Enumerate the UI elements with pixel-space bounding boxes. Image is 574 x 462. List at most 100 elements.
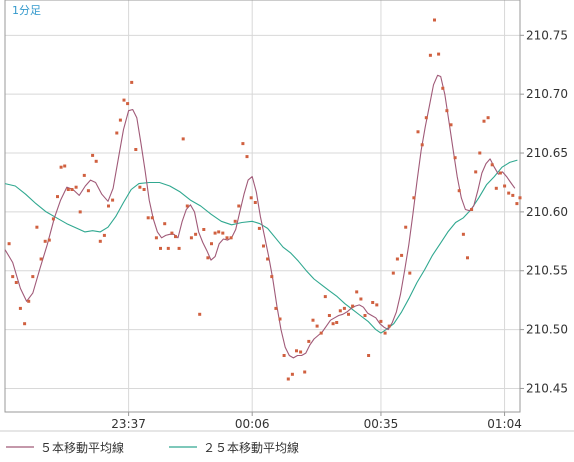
price-point [262,244,265,248]
price-point [177,246,181,250]
x-tick-label: 00:35 [364,417,399,431]
data-points [7,18,522,381]
price-point [166,246,170,250]
price-point [18,306,22,310]
price-point [210,242,213,246]
price-point [47,238,51,242]
price-point [70,188,74,191]
price-point [486,116,490,120]
price-point [213,231,217,235]
legend-label-ma5: ５本移動平均線 [40,440,124,455]
y-tick-label: 210.45 [526,381,568,395]
price-point [130,80,134,84]
price-point [274,306,278,310]
y-axis-ticks: 210.45 210.50 210.55 210.60 210.65 210.70 210.… [520,28,568,395]
plot-frame [4,0,521,413]
price-point [359,297,363,301]
price-point [159,246,162,250]
price-point [78,210,82,214]
price-point [233,219,237,223]
price-point [35,225,39,229]
price-point [174,235,177,239]
series-layer [4,74,518,359]
price-point [518,196,522,200]
price-point [445,109,449,113]
price-point [395,257,399,261]
price-point [126,102,130,106]
price-point [66,188,70,191]
ma25-line [4,159,518,334]
chart-title: 1分足 [12,4,41,17]
price-point [278,317,282,321]
price-point [59,165,63,169]
price-point [221,231,225,235]
x-axis-ticks: 23:37 00:06 00:35 01:04 [111,412,522,431]
price-point [241,142,245,146]
price-point [420,143,424,147]
x-tick-label: 01:04 [487,417,522,431]
price-point [408,271,412,275]
price-point [185,204,189,208]
price-point [449,123,453,127]
price-point [335,321,339,324]
price-point [206,256,210,260]
price-point [189,236,193,240]
price-point [150,216,154,220]
price-point [391,271,395,275]
price-point [470,208,474,211]
price-point [11,275,15,279]
price-point [7,242,11,246]
price-point [424,116,428,120]
price-point [51,217,55,221]
price-point [355,290,359,294]
price-point [102,233,106,237]
price-point [466,256,469,260]
price-point [327,314,331,317]
price-point [82,173,86,177]
price-point [457,189,461,193]
price-point [31,275,35,279]
price-point [138,185,142,189]
price-point [404,225,408,229]
price-point [237,204,241,208]
price-point [118,118,122,122]
y-tick-label: 210.50 [526,323,568,337]
price-point [14,281,18,284]
price-point [134,148,138,151]
price-point [181,137,185,141]
price-point [154,236,158,240]
price-point [461,232,465,236]
price-point [383,331,387,335]
price-point [437,52,441,56]
price-point [338,309,342,313]
price-point [299,350,303,354]
price-point [266,257,270,261]
price-point [86,189,90,193]
price-point [503,184,507,188]
price-point [217,230,221,234]
price-point [375,303,379,307]
price-point [323,295,327,299]
price-point [142,188,146,191]
price-point [249,196,253,200]
price-point [453,156,457,160]
price-point [367,354,371,357]
legend: ５本移動平均線 ２５本移動平均線 [6,440,299,455]
price-point [170,231,174,235]
price-point [342,306,346,310]
price-point [56,195,59,199]
price-point [311,318,315,322]
x-tick-label: 23:37 [111,417,146,431]
price-point [286,377,290,381]
y-tick-label: 210.60 [526,205,568,219]
price-point [98,239,102,243]
price-point [122,98,126,102]
price-point [371,301,375,304]
price-point [290,372,294,376]
price-point [511,193,515,197]
price-point [379,319,383,323]
price-point [347,312,350,316]
price-point [416,130,420,134]
